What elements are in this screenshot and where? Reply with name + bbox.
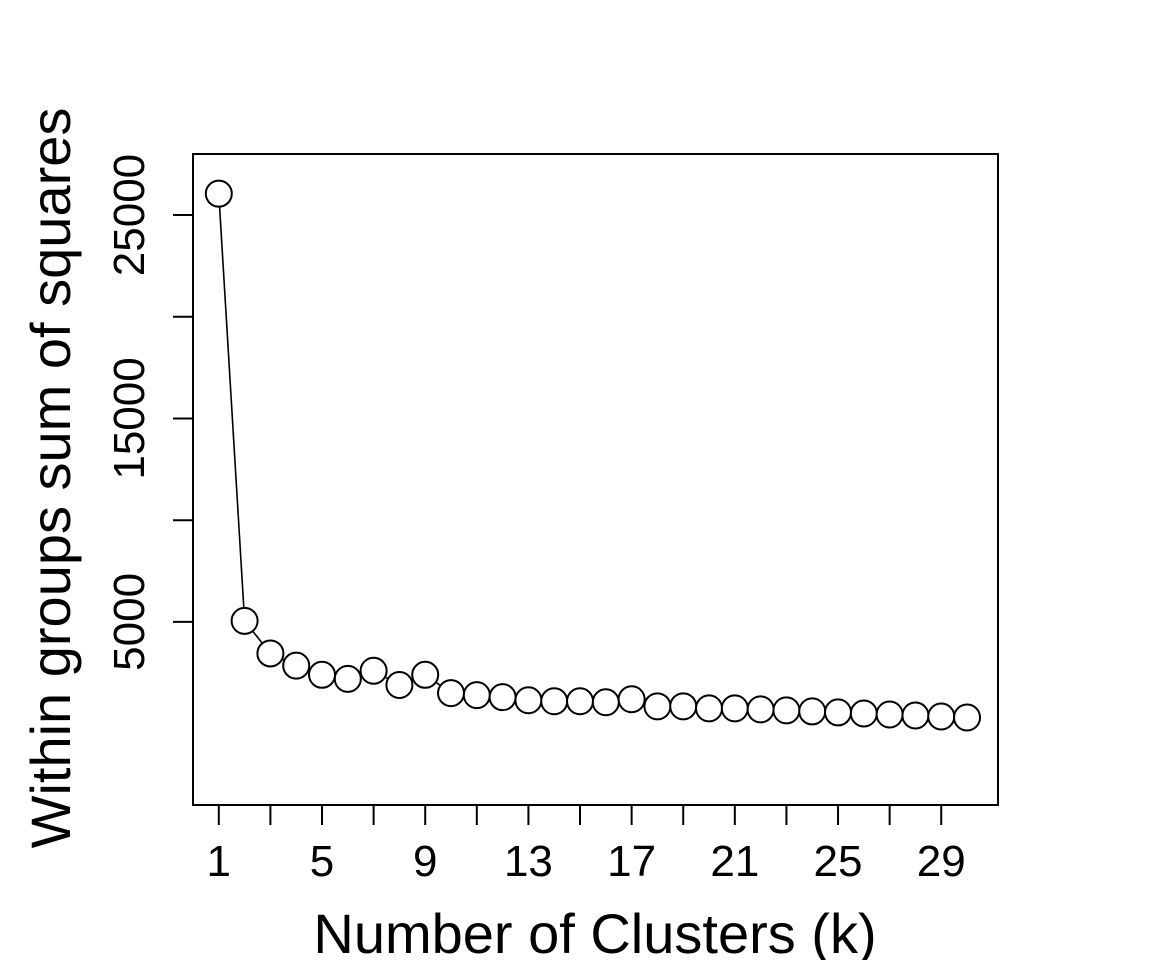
data-point	[669, 692, 698, 721]
data-point	[695, 694, 724, 723]
x-axis: 1 5 9 13 17 21 25 29	[207, 805, 966, 886]
data-point	[617, 685, 646, 714]
data-point	[359, 656, 388, 685]
data-point	[566, 687, 595, 716]
data-point	[204, 179, 233, 208]
data-point	[824, 698, 853, 727]
data-point	[308, 660, 337, 689]
data-point	[462, 681, 491, 710]
data-point	[282, 651, 311, 680]
data-point	[385, 670, 414, 699]
x-tick-label: 13	[504, 837, 553, 886]
x-tick-label: 1	[207, 837, 231, 886]
data-point	[849, 699, 878, 728]
series-segment	[218, 206, 245, 608]
x-tick-label: 17	[607, 837, 656, 886]
data-point	[643, 692, 672, 721]
series-line	[204, 179, 982, 732]
plot-frame	[192, 153, 999, 806]
data-point	[514, 686, 543, 715]
data-point	[901, 701, 930, 730]
data-point	[591, 688, 620, 717]
x-tick-label: 21	[710, 837, 759, 886]
y-axis: 5000 15000 25000	[105, 154, 193, 671]
data-point	[798, 697, 827, 726]
data-point	[875, 700, 904, 729]
x-tick-label: 25	[814, 837, 863, 886]
data-point	[333, 664, 362, 693]
x-tick-label: 9	[413, 837, 437, 886]
y-tick-label: 5000	[105, 573, 154, 671]
data-point	[927, 702, 956, 731]
y-tick-label: 25000	[105, 154, 154, 276]
data-point	[953, 703, 982, 732]
data-point	[437, 679, 466, 708]
x-tick-label: 5	[310, 837, 334, 886]
y-tick-label: 15000	[105, 357, 154, 479]
data-point	[746, 695, 775, 724]
data-point	[411, 660, 440, 689]
x-tick-label: 29	[917, 837, 966, 886]
series-segment	[252, 630, 263, 644]
data-point	[488, 683, 517, 712]
data-point	[772, 696, 801, 725]
data-point	[720, 694, 749, 723]
y-axis-title: Within groups sum of squares	[19, 108, 82, 849]
data-point	[230, 606, 259, 635]
x-axis-title: Number of Clusters (k)	[313, 902, 876, 960]
data-point	[540, 687, 569, 716]
data-point	[256, 639, 285, 668]
